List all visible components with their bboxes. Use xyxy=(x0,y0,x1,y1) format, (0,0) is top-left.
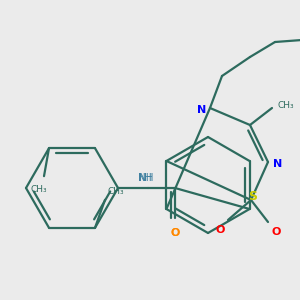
Text: N: N xyxy=(273,159,283,169)
Text: CH₃: CH₃ xyxy=(108,187,124,196)
Text: CH₃: CH₃ xyxy=(31,185,47,194)
Text: N: N xyxy=(139,173,147,183)
Text: S: S xyxy=(248,190,257,202)
Text: CH₃: CH₃ xyxy=(278,100,295,109)
Text: O: O xyxy=(215,225,225,235)
Text: H: H xyxy=(144,173,152,183)
Text: O: O xyxy=(171,228,179,238)
Text: N: N xyxy=(197,105,207,115)
Text: O: O xyxy=(170,228,180,238)
Text: NH: NH xyxy=(138,173,154,183)
Text: O: O xyxy=(271,227,281,237)
